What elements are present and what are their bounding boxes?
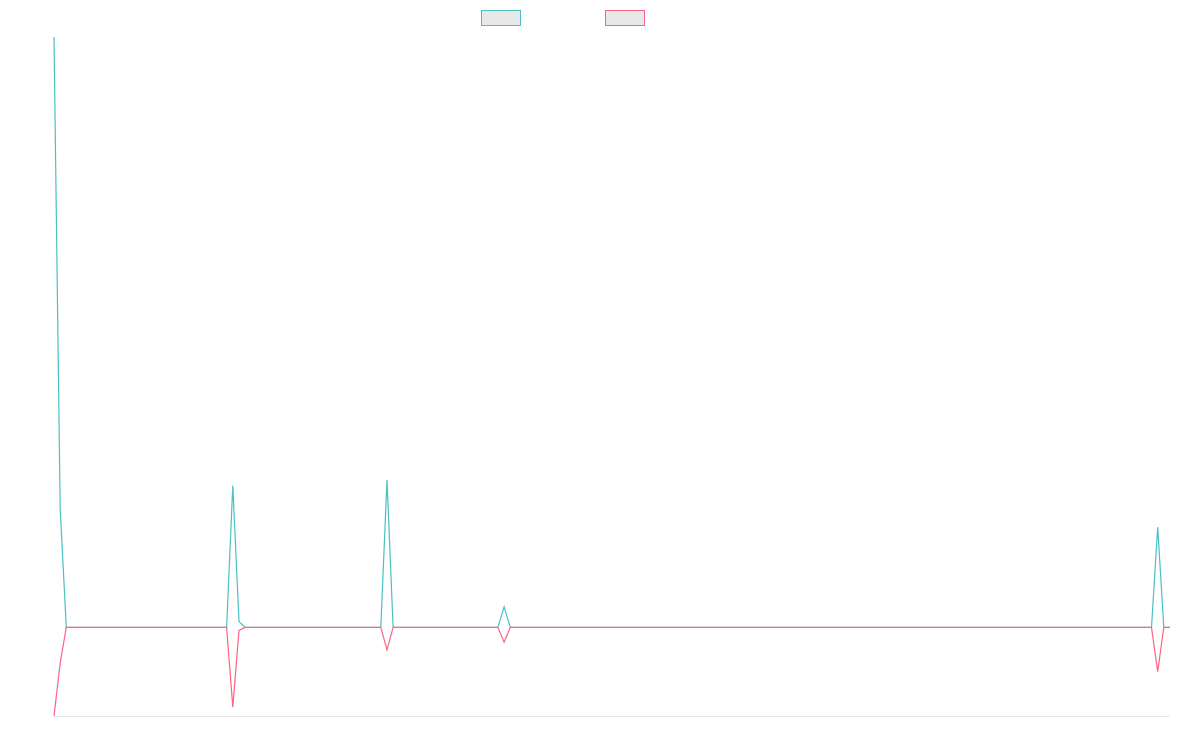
series-line-1 [53,36,1170,629]
legend-swatch-2[interactable] [605,10,645,26]
series-layer [53,36,1170,717]
legend [481,10,645,26]
legend-swatch-1[interactable] [481,10,521,26]
series-line-2 [53,626,1170,717]
